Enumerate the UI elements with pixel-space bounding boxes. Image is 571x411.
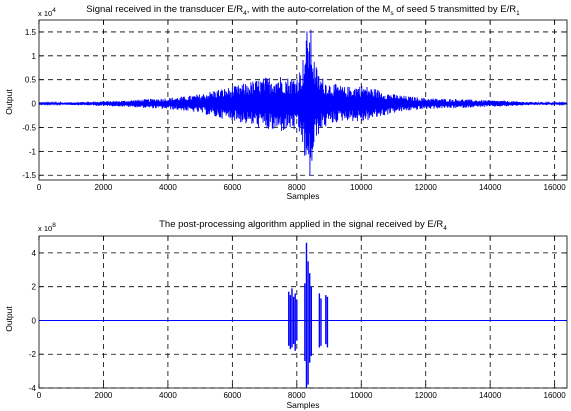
top-xlabel: Samples — [286, 191, 319, 201]
top-ytick-label: -1 — [29, 147, 37, 156]
bottom-xtick-label: 0 — [37, 391, 42, 400]
bottom-xtick-label: 10000 — [350, 391, 373, 400]
top-ytick-label: -0.5 — [22, 123, 36, 132]
bottom-ytick-label: 4 — [32, 249, 37, 258]
bottom-xtick-label: 2000 — [95, 391, 113, 400]
top-ytick-label: 1 — [32, 52, 37, 61]
top-exponent: x 104 — [38, 7, 56, 18]
top-xtick-label: 0 — [37, 183, 42, 192]
top-panel: x 104 Signal received in the transducer … — [4, 4, 568, 201]
bottom-xtick-label: 16000 — [544, 391, 567, 400]
bottom-ylabel: Output — [4, 306, 14, 332]
bottom-xtick-label: 12000 — [415, 391, 438, 400]
bottom-xtick-label: 14000 — [479, 391, 502, 400]
bottom-ytick-label: 0 — [32, 316, 37, 325]
top-ytick-label: 1.5 — [25, 28, 37, 37]
bottom-ytick-label: 2 — [32, 283, 37, 292]
bottom-panel: x 108 The post-processing algorithm appl… — [4, 219, 568, 410]
bottom-plot-frame — [38, 235, 568, 389]
bottom-exponent: x 108 — [38, 222, 56, 233]
top-xtick-label: 12000 — [415, 183, 438, 192]
top-xtick-label: 2000 — [95, 183, 113, 192]
top-plot-frame — [38, 19, 568, 181]
top-signal-line — [38, 29, 568, 176]
top-ylabel: Output — [4, 89, 14, 115]
bottom-xtick-label: 4000 — [159, 391, 177, 400]
bottom-xlabel: Samples — [286, 400, 319, 410]
bottom-xtick-label: 6000 — [223, 391, 241, 400]
top-xtick-label: 14000 — [479, 183, 502, 192]
bottom-title: The post-processing algorithm applied in… — [159, 219, 447, 232]
top-ytick-label: 0.5 — [25, 76, 37, 85]
top-title: Signal received in the transducer E/R4, … — [86, 4, 520, 17]
top-xtick-label: 6000 — [223, 183, 241, 192]
top-ytick-label: -1.5 — [22, 171, 36, 180]
top-xtick-label: 16000 — [544, 183, 567, 192]
top-xtick-label: 10000 — [350, 183, 373, 192]
top-xtick-label: 4000 — [159, 183, 177, 192]
bottom-xtick-label: 8000 — [288, 391, 306, 400]
top-ytick-label: 0 — [32, 100, 37, 109]
bottom-ytick-label: -4 — [29, 384, 37, 393]
top-xtick-label: 8000 — [288, 183, 306, 192]
bottom-ytick-label: -2 — [29, 350, 37, 359]
